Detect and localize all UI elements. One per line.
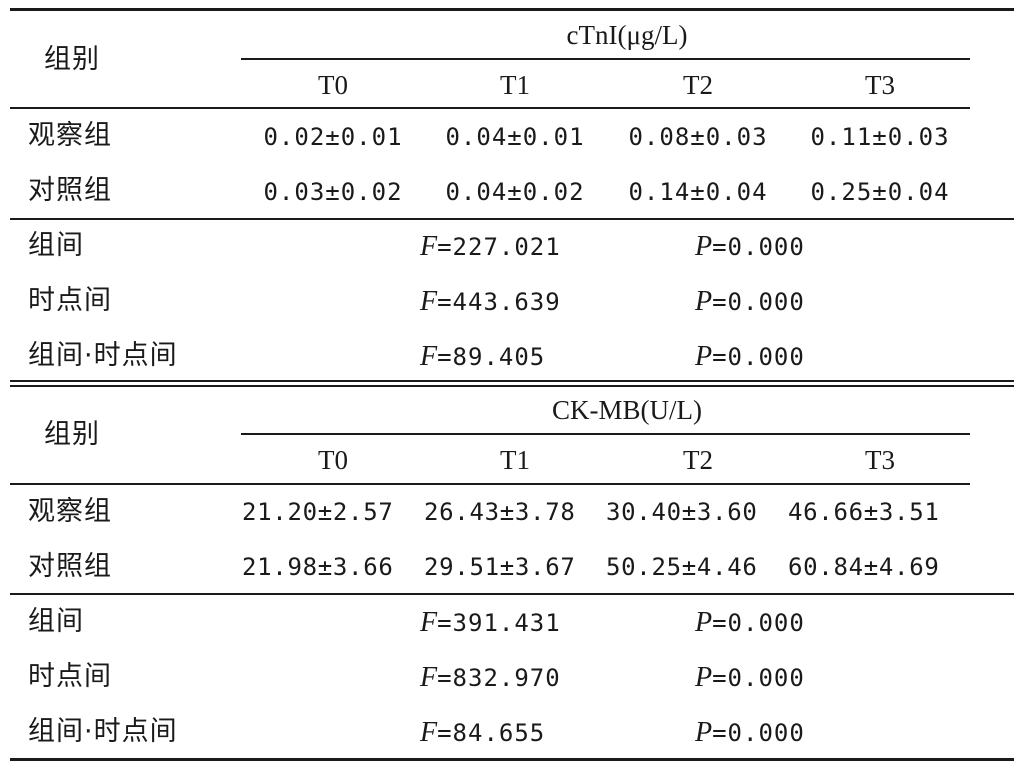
measure-underline [241, 433, 970, 435]
table-cell: 30.40±3.60 [606, 498, 758, 526]
f-statistic: F=391.431 [420, 607, 561, 638]
table-cell: 21.98±3.66 [242, 553, 394, 581]
measure-header: cTnI(μg/L) [566, 20, 688, 50]
section-divider [10, 385, 1014, 387]
table-cell: 60.84±4.69 [788, 553, 940, 581]
group-column-header: 组别 [44, 419, 100, 450]
header-bottom-rule [10, 107, 970, 109]
table-cell: 21.20±2.57 [242, 498, 394, 526]
measure-underline [241, 58, 970, 60]
timepoint-header-t3: T3 [865, 445, 895, 475]
f-statistic: F=227.021 [420, 231, 561, 262]
timepoint-header-t0: T0 [318, 70, 348, 100]
row-group-label: 对照组 [28, 175, 112, 206]
timepoint-header-t3: T3 [865, 70, 895, 100]
table-cell: 0.04±0.01 [445, 123, 585, 151]
data-bottom-rule [10, 593, 1014, 595]
section-divider [10, 380, 1014, 382]
stat-label: 时点间 [28, 661, 112, 692]
stat-label: 组间 [28, 606, 84, 637]
f-statistic: F=84.655 [420, 717, 546, 748]
table-bottom-rule [10, 758, 1014, 761]
row-group-label: 观察组 [28, 120, 112, 151]
p-value: P=0.000 [695, 286, 805, 317]
table-cell: 0.04±0.02 [445, 178, 585, 206]
table-cell: 0.11±0.03 [810, 123, 950, 151]
p-value: P=0.000 [695, 662, 805, 693]
measure-header: CK-MB(U/L) [552, 395, 702, 425]
stat-label: 时点间 [28, 285, 112, 316]
row-group-label: 观察组 [28, 496, 112, 527]
timepoint-header-t2: T2 [683, 70, 713, 100]
table-cell: 29.51±3.67 [424, 553, 576, 581]
table-cell: 0.08±0.03 [628, 123, 768, 151]
f-statistic: F=443.639 [420, 286, 561, 317]
table-cell: 50.25±4.46 [606, 553, 758, 581]
header-bottom-rule [10, 483, 970, 485]
table-cell: 26.43±3.78 [424, 498, 576, 526]
f-statistic: F=89.405 [420, 341, 546, 372]
table-cell: 46.66±3.51 [788, 498, 940, 526]
f-statistic: F=832.970 [420, 662, 561, 693]
timepoint-header-t1: T1 [500, 70, 530, 100]
p-value: P=0.000 [695, 607, 805, 638]
p-value: P=0.000 [695, 717, 805, 748]
table-top-rule [10, 8, 1014, 11]
stat-label: 组间·时点间 [28, 340, 178, 371]
timepoint-header-t1: T1 [500, 445, 530, 475]
table-cell: 0.03±0.02 [263, 178, 403, 206]
p-value: P=0.000 [695, 341, 805, 372]
stat-label: 组间·时点间 [28, 716, 178, 747]
timepoint-header-t0: T0 [318, 445, 348, 475]
table-cell: 0.25±0.04 [810, 178, 950, 206]
timepoint-header-t2: T2 [683, 445, 713, 475]
data-bottom-rule [10, 218, 1014, 220]
group-column-header: 组别 [44, 44, 100, 75]
stat-label: 组间 [28, 230, 84, 261]
p-value: P=0.000 [695, 231, 805, 262]
table-cell: 0.02±0.01 [263, 123, 403, 151]
table-cell: 0.14±0.04 [628, 178, 768, 206]
row-group-label: 对照组 [28, 551, 112, 582]
